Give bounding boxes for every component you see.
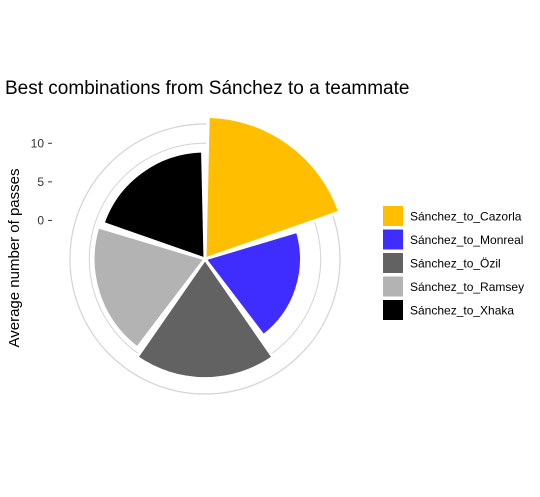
legend: Sánchez_to_Cazorla Sánchez_to_Monreal Sánc… — [383, 206, 524, 320]
y-tick-label-2: 10 — [31, 136, 45, 150]
legend-swatch-3 — [383, 276, 403, 297]
bar-Sánchez_to_Monreal — [202, 229, 303, 338]
bar-Sánchez_to_Xhaka — [101, 149, 207, 262]
legend-label-4: Sánchez_to_Xhaka — [410, 304, 514, 318]
y-axis-label: Average number of passes — [6, 169, 23, 348]
chart-title: Best combinations from Sánchez to a team… — [5, 78, 409, 99]
legend-swatch-2 — [383, 253, 403, 273]
legend-label-3: Sánchez_to_Ramsey — [410, 280, 524, 294]
grid-outer-circle — [69, 123, 341, 395]
bar-Sánchez_to_Cazorla — [203, 114, 342, 262]
legend-swatch-1 — [383, 229, 403, 250]
y-axis-ticks: 0 5 10 — [31, 136, 52, 227]
legend-swatch-0 — [383, 206, 403, 226]
y-tick-label-1: 5 — [37, 175, 44, 189]
legend-label-1: Sánchez_to_Monreal — [410, 233, 523, 247]
y-tick-label-0: 0 — [37, 213, 44, 227]
legend-label-0: Sánchez_to_Cazorla — [410, 210, 522, 224]
bar-Sánchez_to_Ramsey — [91, 224, 208, 351]
legend-label-2: Sánchez_to_Özil — [410, 257, 501, 271]
polar-bars — [91, 114, 342, 381]
legend-swatch-4 — [383, 300, 403, 320]
bar-Sánchez_to_Özil — [134, 256, 276, 381]
